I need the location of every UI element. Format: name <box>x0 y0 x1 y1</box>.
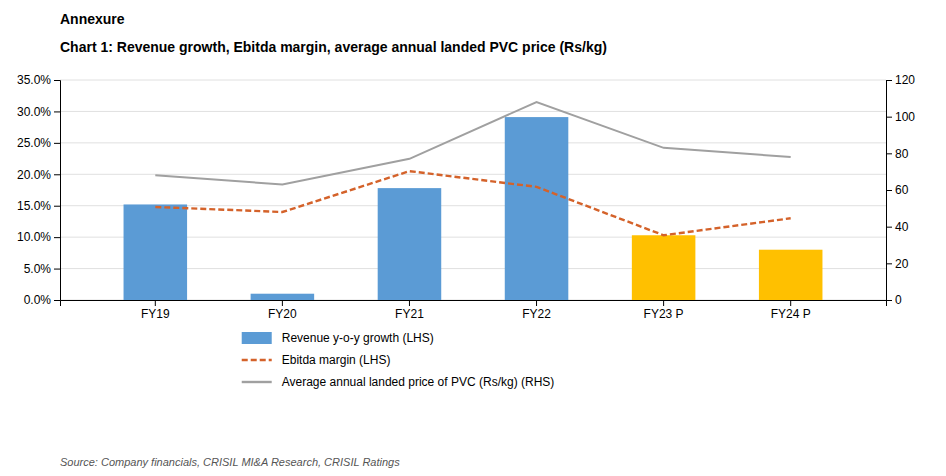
legend-label: Ebitda margin (LHS) <box>282 353 391 367</box>
x-tick: FY24 P <box>771 300 811 321</box>
y-tick: 10.0% <box>17 230 60 244</box>
legend-item: Revenue y-o-y growth (LHS) <box>242 331 434 345</box>
y-tick-mark <box>54 174 60 175</box>
y-tick-mark <box>54 206 60 207</box>
axis-line <box>54 81 61 301</box>
y-tick: 5.0% <box>24 262 60 276</box>
y-tick-label: 5.0% <box>24 262 52 276</box>
x-tick-label: FY19 <box>141 307 170 321</box>
y-tick-mark <box>54 111 60 112</box>
y2-tick: 100 <box>886 110 915 124</box>
y2-tick-mark <box>886 117 892 118</box>
y-tick-label: 20.0% <box>17 168 51 182</box>
y-tick-mark <box>54 300 60 301</box>
legend-label: Revenue y-o-y growth (LHS) <box>282 331 434 345</box>
bar <box>505 117 569 300</box>
y2-tick-label: 20 <box>895 257 909 271</box>
y2-tick: 40 <box>886 220 909 234</box>
grid-line <box>60 111 886 112</box>
bar <box>251 294 315 300</box>
y-tick-mark <box>54 237 60 238</box>
y-tick-label: 10.0% <box>17 230 51 244</box>
y-tick-label: 25.0% <box>17 136 51 150</box>
y-tick: 15.0% <box>17 199 60 213</box>
plot: FY19 FY20 FY21 FY22 FY23 P FY24 P 0.0% 5.0% 10.0… <box>17 73 915 320</box>
y2-tick-label: 40 <box>895 220 909 234</box>
y2-tick-label: 120 <box>895 73 915 87</box>
y2-tick-label: 80 <box>895 147 909 161</box>
grid-line <box>60 80 886 81</box>
bar <box>378 188 442 300</box>
y-tick: 0.0% <box>24 293 60 307</box>
y2-axis: 0 20 40 60 80 100 120 <box>886 73 915 307</box>
x-tick-label: FY24 P <box>771 307 811 321</box>
y2-tick: 60 <box>886 183 909 197</box>
grid-line <box>60 174 886 175</box>
subtitle: Chart 1: Revenue growth, Ebitda margin, … <box>60 39 607 55</box>
y2-tick-mark <box>886 227 892 228</box>
x-tick-label: FY21 <box>395 307 424 321</box>
x-tick: FY19 <box>141 300 170 321</box>
y-tick: 20.0% <box>17 168 60 182</box>
x-tick-mark <box>282 300 283 306</box>
bar <box>124 204 188 300</box>
y2-tick-label: 0 <box>895 293 902 307</box>
y-tick: 25.0% <box>17 136 60 150</box>
x-tick: FY22 <box>522 300 551 321</box>
y2-tick: 0 <box>886 293 902 307</box>
x-tick-mark <box>155 300 156 306</box>
y2-tick-mark <box>886 80 892 81</box>
line <box>155 171 790 235</box>
grid <box>60 80 886 300</box>
bar <box>759 250 823 300</box>
legend-item: Ebitda margin (LHS) <box>242 353 391 367</box>
y2-tick-mark <box>886 153 892 154</box>
legend-swatch <box>242 332 272 344</box>
y-tick: 30.0% <box>17 105 60 119</box>
axis-line <box>887 81 893 301</box>
x-tick-label: FY23 P <box>644 307 684 321</box>
y-tick-label: 30.0% <box>17 105 51 119</box>
x-tick: FY23 P <box>644 300 684 321</box>
legend-label: Average annual landed price of PVC (Rs/k… <box>282 375 555 389</box>
y2-tick-label: 60 <box>895 183 909 197</box>
x-tick: FY20 <box>268 300 297 321</box>
marks <box>124 102 823 300</box>
y-tick-mark <box>54 80 60 81</box>
x-tick: FY21 <box>395 300 424 321</box>
legend-swatch <box>242 381 272 383</box>
axis-line <box>61 301 887 307</box>
y-axis: 0.0% 5.0% 10.0% 15.0% 20.0% 25.0% 30.0% 35.0% <box>17 73 61 307</box>
legend-swatch <box>242 359 272 361</box>
y2-tick-mark <box>886 263 892 264</box>
legend-item: Average annual landed price of PVC (Rs/k… <box>242 375 555 389</box>
y2-tick-mark <box>886 300 892 301</box>
y-tick-label: 35.0% <box>17 73 51 87</box>
legend: Revenue y-o-y growth (LHS) Ebitda margin … <box>242 331 555 389</box>
chart: Annexure Chart 1: Revenue growth, Ebitda … <box>0 0 946 476</box>
bars <box>124 117 823 300</box>
x-tick-label: FY22 <box>522 307 551 321</box>
y-tick-mark <box>54 143 60 144</box>
title: Annexure <box>60 11 125 27</box>
y2-tick: 20 <box>886 257 909 271</box>
x-tick-mark <box>790 300 791 306</box>
bar <box>632 235 696 300</box>
y2-tick: 80 <box>886 147 909 161</box>
y2-tick-label: 100 <box>895 110 915 124</box>
x-tick-mark <box>536 300 537 306</box>
x-tick-mark <box>663 300 664 306</box>
grid-line <box>60 142 886 143</box>
x-axis: FY19 FY20 FY21 FY22 FY23 P FY24 P <box>61 300 887 321</box>
y-tick: 35.0% <box>17 73 60 87</box>
y2-tick: 120 <box>886 73 915 87</box>
line <box>155 102 790 185</box>
y-tick-label: 15.0% <box>17 199 51 213</box>
y-tick-mark <box>54 269 60 270</box>
y2-tick-mark <box>886 190 892 191</box>
y-tick-label: 0.0% <box>24 293 52 307</box>
x-tick-label: FY20 <box>268 307 297 321</box>
annotation: Source: Company financials, CRISIL MI&A … <box>60 456 400 468</box>
x-tick-mark <box>409 300 410 306</box>
